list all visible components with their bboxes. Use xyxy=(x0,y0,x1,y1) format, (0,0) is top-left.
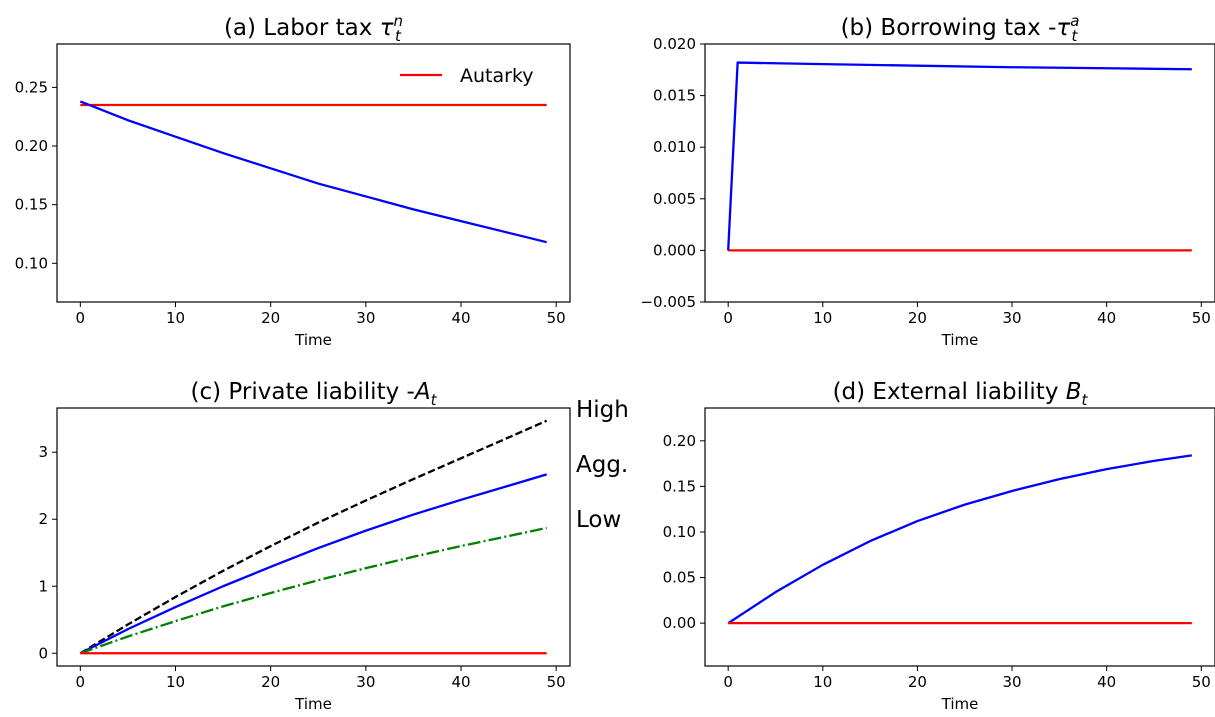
side-labels: High Agg. Low xyxy=(576,397,629,533)
side-label-high: High xyxy=(576,397,629,423)
y-tick-label: 2 xyxy=(38,510,48,528)
series-group xyxy=(79,100,547,244)
x-tick-label: 50 xyxy=(1192,673,1211,691)
x-tick-label: 10 xyxy=(813,309,832,327)
y-tick-label: 0.25 xyxy=(15,78,48,96)
x-tick-label: 40 xyxy=(1097,309,1116,327)
x-tick-label: 10 xyxy=(166,673,185,691)
x-tick-label: 30 xyxy=(1002,673,1021,691)
plot-frame xyxy=(56,43,571,303)
y-tick-label: 0.15 xyxy=(663,477,696,495)
chart-panel-3: 0 10 20 30 40 50 0 1 2 3 Time (c) Private liability… xyxy=(38,379,628,713)
plot-frame xyxy=(56,407,571,667)
y-tick-label: 0.10 xyxy=(663,523,696,541)
x-tick-label: 30 xyxy=(356,673,375,691)
series-line-1 xyxy=(727,454,1192,625)
chart-title: (d) External liability Bt xyxy=(833,379,1089,409)
chart-title: (a) Labor tax τn t xyxy=(224,12,403,45)
series-line-2 xyxy=(79,100,547,244)
series-line-2 xyxy=(727,61,1192,251)
y-tick-label: 0.15 xyxy=(15,196,48,214)
y-tick-label: 0 xyxy=(38,644,48,662)
x-tick-label: 40 xyxy=(451,673,470,691)
y-tick-label: 1 xyxy=(38,577,48,595)
y-tick-label: 0.20 xyxy=(15,137,48,155)
series-group xyxy=(727,61,1192,252)
x-axis-label: Time xyxy=(941,695,979,713)
x-tick-label: 20 xyxy=(261,673,280,691)
legend-label: Autarky xyxy=(460,65,534,87)
side-label-low: Low xyxy=(576,507,621,533)
x-axis-label: Time xyxy=(294,695,332,713)
series-line-low xyxy=(79,526,547,655)
series-line-high xyxy=(79,419,548,655)
x-tick-label: 50 xyxy=(547,309,566,327)
plot-frame xyxy=(704,43,1215,303)
x-tick-label: 20 xyxy=(261,309,280,327)
x-tick-label: 0 xyxy=(76,309,86,327)
x-tick-label: 0 xyxy=(76,673,86,691)
series-line-agg- xyxy=(79,473,548,655)
chart-title: (c) Private liability -At xyxy=(191,379,438,409)
x-tick-label: 0 xyxy=(723,673,733,691)
plot-frame xyxy=(704,407,1215,667)
legend: Autarky xyxy=(400,65,534,87)
chart-panel-2: 0 10 20 30 40 50 −0.005 0.000 0.005 0.010 0.015 0.0… xyxy=(640,12,1215,349)
series-group xyxy=(79,419,548,655)
x-tick-label: 50 xyxy=(547,673,566,691)
side-label-agg: Agg. xyxy=(576,452,628,478)
x-axis-label: Time xyxy=(941,331,979,349)
y-tick-label: 0.05 xyxy=(663,569,696,587)
y-tick-label: −0.005 xyxy=(640,293,696,311)
chart-panel-1: 0 10 20 30 40 50 0.10 0.15 0.20 0.25 Time (a) Labor… xyxy=(15,12,571,349)
x-tick-label: 20 xyxy=(908,673,927,691)
x-tick-label: 50 xyxy=(1192,309,1211,327)
x-tick-label: 10 xyxy=(166,309,185,327)
y-tick-label: 0.015 xyxy=(653,87,696,105)
y-tick-label: 0.00 xyxy=(663,614,696,632)
y-tick-label: 0.020 xyxy=(653,35,696,53)
x-tick-label: 40 xyxy=(1097,673,1116,691)
x-axis-label: Time xyxy=(294,331,332,349)
series-group xyxy=(727,454,1192,625)
y-tick-label: 0.010 xyxy=(653,138,696,156)
y-tick-label: 0.005 xyxy=(653,190,696,208)
y-tick-label: 3 xyxy=(38,443,48,461)
x-tick-label: 30 xyxy=(1002,309,1021,327)
chart-title: (b) Borrowing tax -τa t xyxy=(841,12,1080,45)
y-tick-label: 0.10 xyxy=(15,254,48,272)
x-tick-label: 10 xyxy=(813,673,832,691)
chart-panel-4: 0 10 20 30 40 50 0.00 0.05 0.10 0.15 0.20 Time (d) E… xyxy=(663,379,1215,713)
x-tick-label: 40 xyxy=(451,309,470,327)
x-tick-label: 0 xyxy=(723,309,733,327)
x-tick-label: 30 xyxy=(356,309,375,327)
y-tick-label: 0.000 xyxy=(653,241,696,259)
x-tick-label: 20 xyxy=(908,309,927,327)
y-tick-label: 0.20 xyxy=(663,432,696,450)
